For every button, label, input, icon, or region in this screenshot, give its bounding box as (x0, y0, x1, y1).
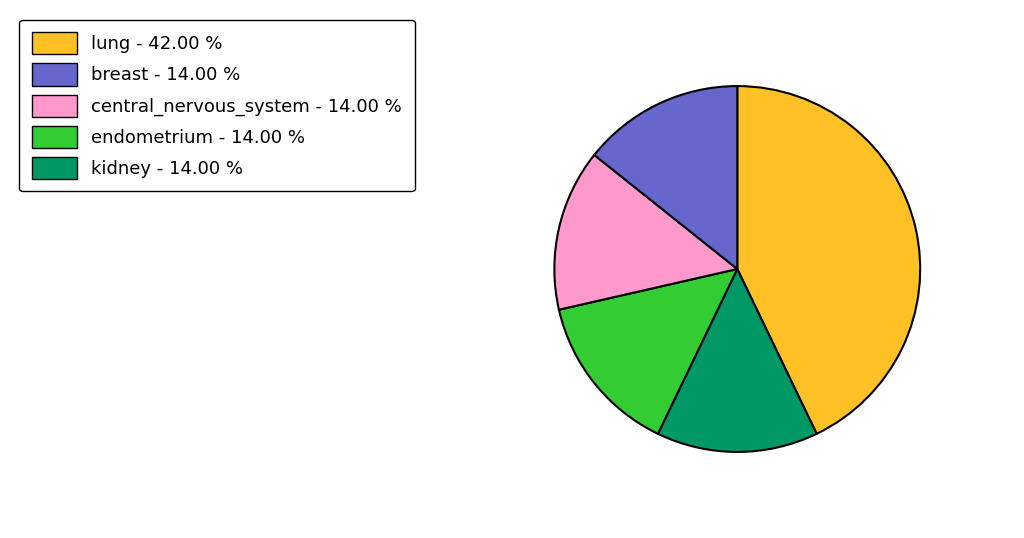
Wedge shape (594, 86, 737, 269)
Wedge shape (559, 269, 737, 434)
Legend: lung - 42.00 %, breast - 14.00 %, central_nervous_system - 14.00 %, endometrium : lung - 42.00 %, breast - 14.00 %, centra… (19, 20, 415, 192)
Wedge shape (657, 269, 817, 452)
Wedge shape (737, 86, 921, 434)
Wedge shape (554, 155, 737, 310)
